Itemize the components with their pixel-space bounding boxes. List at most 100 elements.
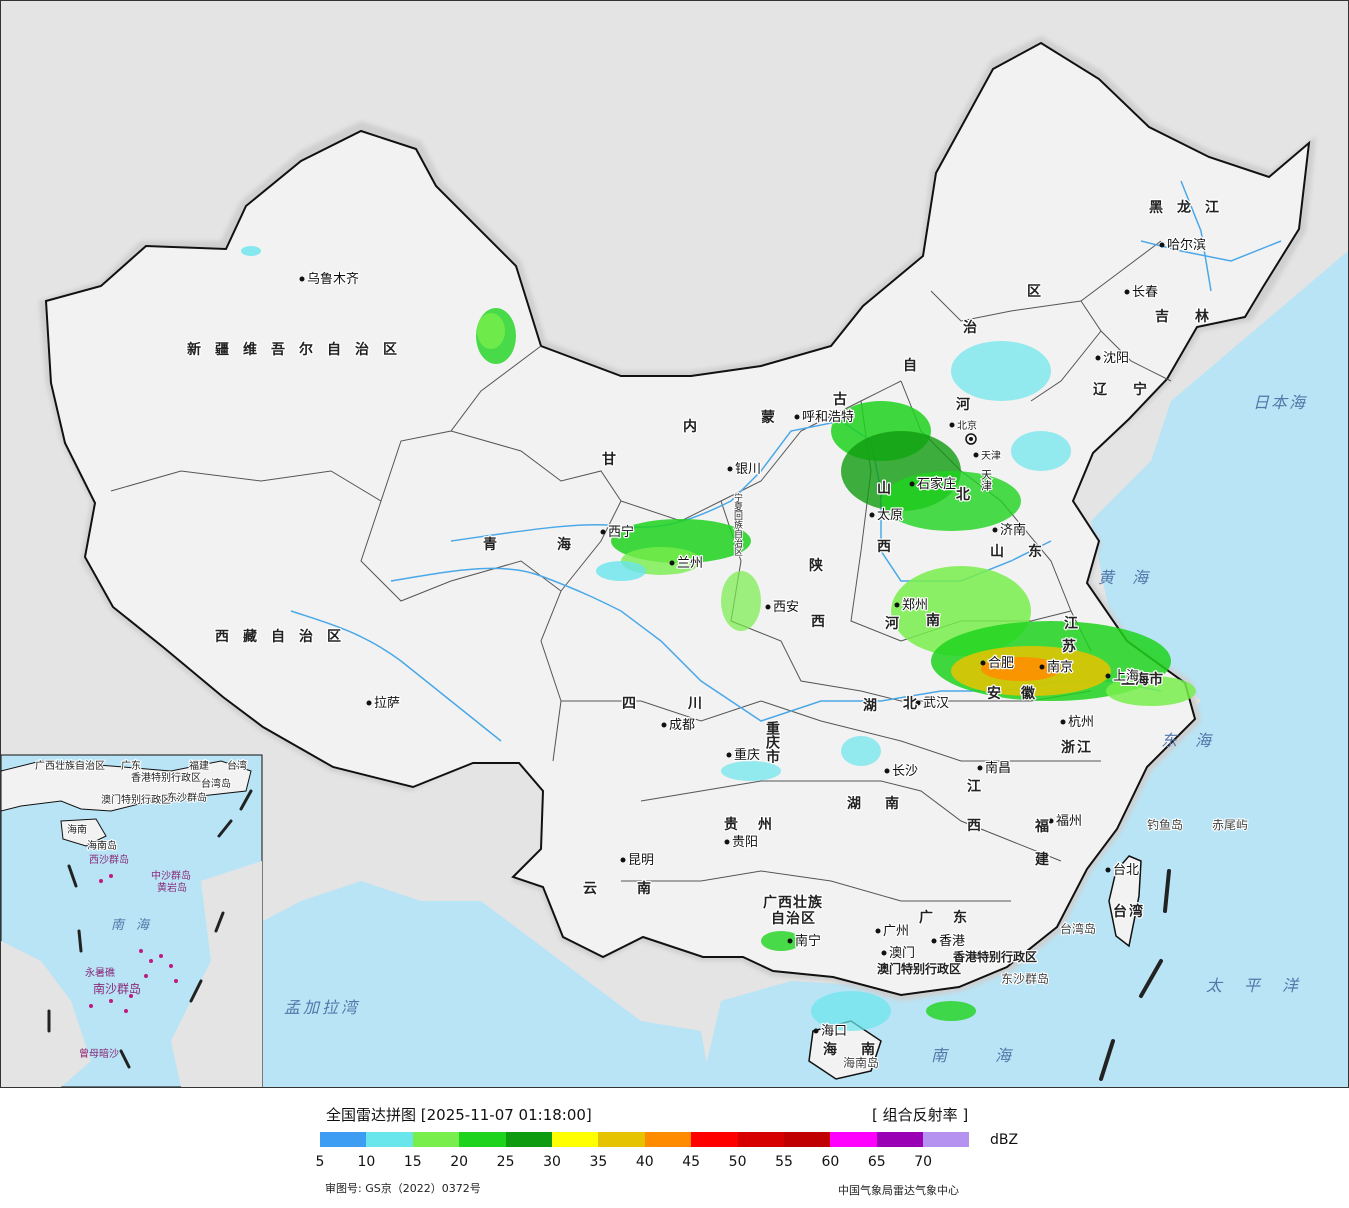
city-label-shenyang: 沈阳: [1103, 351, 1129, 366]
legend-tick-label: 35: [589, 1154, 608, 1170]
city-label-taiyuan: 太原: [877, 508, 903, 523]
legend-footer: 全国雷达拼图 [2025-11-07 01:18:00] [ 组合反射率 ] d…: [0, 1088, 1349, 1208]
province-label-guangxi: 自治区: [771, 910, 816, 927]
city-dot: [869, 512, 875, 518]
province-label-henan: 河: [885, 615, 913, 632]
inset-label: 曾母暗沙: [79, 1047, 119, 1060]
city-dot: [931, 938, 937, 944]
map-canvas: 新疆维吾尔自治区 西藏自治区 青海 甘 内 蒙 古 自 治 区 黑龙江 吉林 辽…: [1, 36, 1348, 1087]
province-label-guangxi: 广西壮族: [763, 894, 823, 911]
legend-tick-label: 70: [914, 1154, 933, 1170]
city-label-kunming: 昆明: [628, 853, 654, 868]
sea-label-taipingyang: 太平洋: [1206, 976, 1320, 995]
legend-tick-label: 30: [543, 1154, 561, 1170]
inset-label: 永暑礁: [85, 966, 115, 979]
city-label-nanning: 南宁: [795, 933, 821, 949]
city-label-tianjin: 天津: [981, 450, 1001, 462]
city-label-hangzhou: 杭州: [1068, 715, 1094, 730]
city-dot: [724, 839, 730, 845]
city-dot: [726, 752, 732, 758]
province-label-shandong: 山东: [990, 543, 1066, 560]
inset-label: 广西壮族自治区: [35, 759, 105, 772]
city-label-shijiazhuang: 石家庄: [917, 476, 956, 492]
sea-label-riben-hai: 日本海: [1253, 393, 1307, 412]
province-label-neimenggu: 古: [833, 391, 861, 408]
taiwan-land: [1108, 855, 1142, 948]
city-dot: [620, 857, 626, 863]
province-label-hubei: 湖: [863, 698, 891, 714]
sea-label-nan-hai: 南海: [931, 1046, 1059, 1065]
province-label-xizang: 西藏自治区: [215, 628, 355, 645]
city-label-jinan: 济南: [1000, 522, 1026, 538]
province-label-fujian: 建: [1035, 851, 1063, 868]
province-label-sichuan: 四川: [622, 696, 754, 712]
legend-tick-label: 45: [682, 1154, 701, 1170]
city-label-fuzhou: 福州: [1056, 814, 1082, 829]
city-dot: [299, 276, 305, 282]
city-dot: [661, 722, 667, 728]
legend-tick-label: 60: [821, 1154, 840, 1170]
city-label-wulumuqi: 乌鲁木齐: [307, 271, 359, 287]
city-label-beijing: 北京: [957, 419, 977, 432]
city-dot: [1105, 673, 1111, 679]
city-label-guiyang: 贵阳: [732, 835, 758, 850]
credit: 中国气象局雷达气象中心: [838, 1184, 959, 1197]
province-label-ningxia: 宁夏回族自治区: [732, 492, 743, 556]
province-label-tianjin: 天津: [980, 469, 993, 491]
province-label-yunnan: 云南: [583, 880, 691, 897]
city-dot: [787, 938, 793, 944]
legend-swatch: [783, 1132, 831, 1147]
province-label-guizhou: 贵州: [724, 816, 792, 833]
province-label-neimenggu: 治: [963, 319, 991, 336]
city-dot: [875, 928, 881, 934]
city-dot: [1124, 289, 1130, 295]
inset-label: 南沙群岛: [93, 981, 141, 996]
legend-swatch: [644, 1132, 692, 1147]
city-dot: [894, 602, 900, 608]
legend-swatch: [830, 1132, 877, 1147]
legend-tick-label: 65: [867, 1154, 886, 1170]
inset-label: 广东: [121, 759, 141, 772]
city-label-huhehaote: 呼和浩特: [802, 410, 854, 425]
legend-swatch: [320, 1132, 367, 1147]
city-dot: [881, 950, 887, 956]
legend-swatch: [459, 1132, 506, 1147]
city-dot: [366, 700, 372, 706]
province-label-shanxi: 山: [877, 481, 905, 497]
city-dot: [765, 604, 771, 610]
province-label-hunan: 湖南: [847, 795, 923, 812]
china-land: [44, 41, 1311, 997]
city-label-hefei: 合肥: [988, 656, 1014, 671]
city-label-nanjing: 南京: [1047, 659, 1073, 675]
city-dot: [727, 466, 733, 472]
city-dot: [669, 560, 675, 566]
city-label-guangzhou: 广州: [883, 924, 909, 939]
province-label-fujian: 福: [1034, 818, 1063, 835]
province-label-hebei: 北: [956, 487, 984, 503]
province-label-qinghai: 青海: [483, 536, 631, 553]
city-dot: [1060, 719, 1066, 725]
city-dot: [794, 414, 800, 420]
province-label-jiangsu: 苏: [1062, 638, 1090, 655]
province-label-neimenggu: 区: [1027, 284, 1055, 300]
city-dot: [1095, 355, 1101, 361]
legend-swatch: [923, 1132, 970, 1147]
city-label-changsha: 长沙: [892, 764, 918, 779]
inset-label: 台湾岛: [201, 777, 231, 790]
city-labels: 乌鲁木齐 拉萨 西宁 兰州 银川 呼和浩特 北京 天津 石家庄 太原 济南 郑州…: [306, 236, 1208, 1041]
radar-map: 新疆维吾尔自治区 西藏自治区 青海 甘 内 蒙 古 自 治 区 黑龙江 吉林 辽…: [0, 0, 1349, 1088]
legend-swatch: [366, 1132, 413, 1147]
legend-tick-label: 10: [357, 1154, 376, 1170]
city-label-xining: 西宁: [608, 524, 634, 540]
province-label-jilin: 吉林: [1155, 308, 1235, 325]
inset-label: 海南岛: [87, 839, 117, 852]
island-labels: 钓鱼岛 赤尾屿 台湾岛 东沙群岛 海南岛: [842, 816, 1249, 1071]
city-label-aomen: 澳门: [889, 945, 915, 961]
city-dot: [915, 700, 921, 706]
sea-bay-of-bengal: [263, 881, 711, 1087]
inset-map: 广西壮族自治区 广东 福建 台湾 海南 香港特别行政区 澳门特别行政区 台湾岛 …: [1, 754, 263, 1087]
city-label-xian: 西安: [773, 600, 799, 615]
legend-tick-label: 40: [635, 1154, 654, 1170]
province-label-neimenggu: 内: [683, 418, 711, 435]
capital-marker: [965, 433, 977, 445]
